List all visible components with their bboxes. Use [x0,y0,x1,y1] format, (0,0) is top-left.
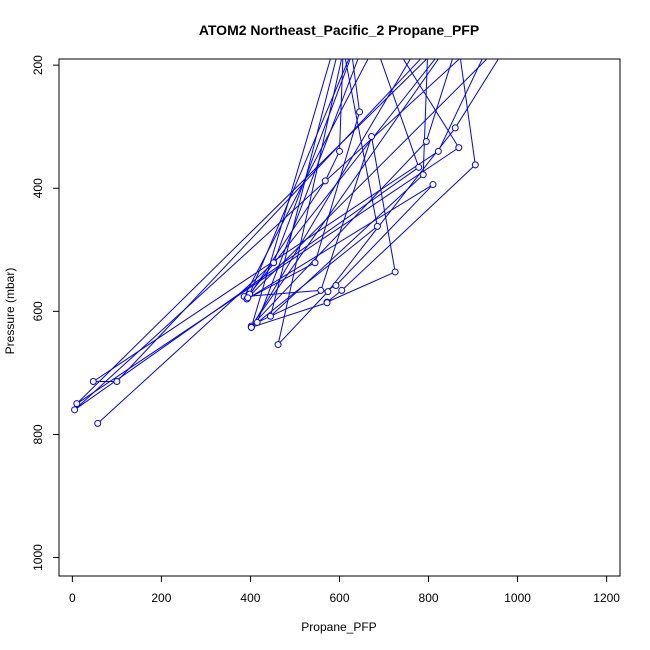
data-point [89,378,97,386]
series-segment [341,164,476,291]
series-segment [327,127,456,292]
data-point [247,323,255,331]
data-point [455,144,463,152]
series-segment [324,151,340,182]
series-segment [344,59,378,227]
data-point [253,318,261,326]
series-segment [243,59,369,297]
series-segment [250,59,439,327]
data-point [324,288,332,296]
series-segment [247,59,488,299]
series-segment [335,184,434,286]
series-segment [74,59,461,411]
series-segment [74,166,420,411]
data-point [323,299,331,307]
series-segment [97,262,274,424]
data-point [368,133,376,141]
data-point [317,286,325,294]
series-segment [256,59,359,323]
data-point [332,281,340,289]
x-tick-label: 800 [419,591,439,605]
series-segment [339,59,344,152]
data-point [113,378,121,386]
data-point [338,286,346,294]
x-tick-label: 400 [240,591,260,605]
data-point [274,341,282,349]
data-point [94,419,102,427]
data-point [244,294,252,302]
x-tick-label: 200 [151,591,171,605]
series-segment [116,59,422,382]
y-tick-label: 200 [31,55,45,75]
data-point [391,268,399,276]
y-axis: 200 400 600 800 1000 [31,55,60,571]
data-point [270,259,278,267]
x-tick-label: 0 [69,591,76,605]
y-tick-label: 400 [31,178,45,198]
series-segment [380,59,420,168]
plot-frame [58,58,621,577]
series-segment [270,174,424,317]
series-segment [277,59,343,345]
data-point [422,137,430,145]
data-point [311,259,319,267]
series-segment [251,226,378,328]
series-segment [93,150,439,382]
data-point [451,124,459,132]
data-point [415,163,423,171]
series-segment [76,147,460,405]
y-tick-label: 600 [31,301,45,321]
data-point [73,400,81,408]
data-point [373,222,381,230]
series-segment [326,271,396,303]
series-segment [454,59,499,129]
series-segment [270,59,337,317]
x-axis-label: Propane_PFP [301,620,376,634]
data-point [321,177,329,185]
series-segment [351,59,361,112]
series-segment [459,59,476,165]
data-point [419,171,427,179]
data-point [434,147,442,155]
x-tick-label: 1000 [504,591,531,605]
x-tick-label: 1200 [593,591,620,605]
series-segment [246,262,316,300]
data-point [336,147,343,155]
series-segment [250,59,411,328]
series-segment [247,180,326,299]
series-segment [320,136,373,291]
series-segment [314,111,361,263]
series-segment [246,184,434,300]
y-axis-label: Pressure (mbar) [3,268,17,355]
series-segment [76,59,428,405]
chart-title: ATOM2 Northeast_Pacific_2 Propane_PFP [199,22,479,38]
series-segment [250,59,331,328]
series-segment [371,136,396,273]
series-segment [425,59,453,142]
series-segment [402,59,460,148]
plot-area [71,59,499,427]
data-point [356,108,364,116]
data-point [429,181,437,189]
y-tick-label: 1000 [31,544,45,571]
series-segment [251,302,328,328]
data-point [71,406,79,414]
x-tick-label: 600 [329,591,349,605]
x-axis: 0 200 400 600 800 1000 1200 [69,575,620,605]
series-segment [437,59,483,152]
series-segment [250,141,427,327]
series-segment [244,289,321,298]
y-tick-label: 800 [31,424,45,444]
data-point [471,161,479,169]
data-point [266,312,274,320]
series-segment [422,59,428,175]
series-segment [277,291,329,345]
